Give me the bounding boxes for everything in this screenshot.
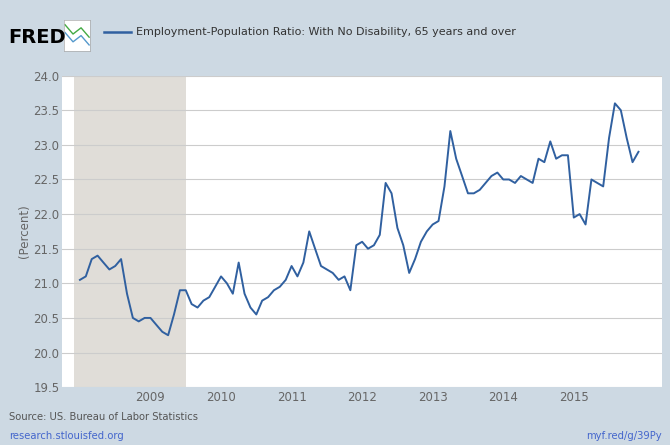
Text: research.stlouisfed.org: research.stlouisfed.org bbox=[9, 431, 123, 441]
Text: FRED: FRED bbox=[9, 28, 66, 47]
Y-axis label: (Percent): (Percent) bbox=[17, 205, 31, 258]
Text: Employment-Population Ratio: With No Disability, 65 years and over: Employment-Population Ratio: With No Dis… bbox=[136, 27, 516, 37]
Text: myf.red/g/39Py: myf.red/g/39Py bbox=[586, 431, 661, 441]
Bar bbox=[74, 76, 186, 387]
Text: Source: US. Bureau of Labor Statistics: Source: US. Bureau of Labor Statistics bbox=[9, 412, 198, 421]
